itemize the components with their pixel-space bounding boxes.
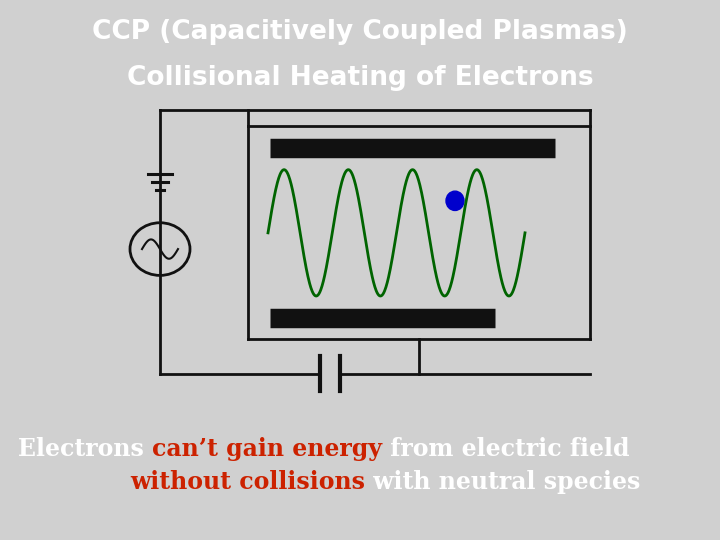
Text: CCP (Capacitively Coupled Plasmas): CCP (Capacitively Coupled Plasmas) — [92, 19, 628, 45]
Text: with neutral species: with neutral species — [365, 470, 640, 495]
Text: without collisions: without collisions — [130, 470, 365, 495]
Text: from electric field: from electric field — [382, 437, 629, 461]
Text: Collisional Heating of Electrons: Collisional Heating of Electrons — [127, 65, 593, 91]
Text: Electrons: Electrons — [18, 437, 152, 461]
Ellipse shape — [446, 191, 464, 211]
Text: can’t gain energy: can’t gain energy — [152, 437, 382, 461]
